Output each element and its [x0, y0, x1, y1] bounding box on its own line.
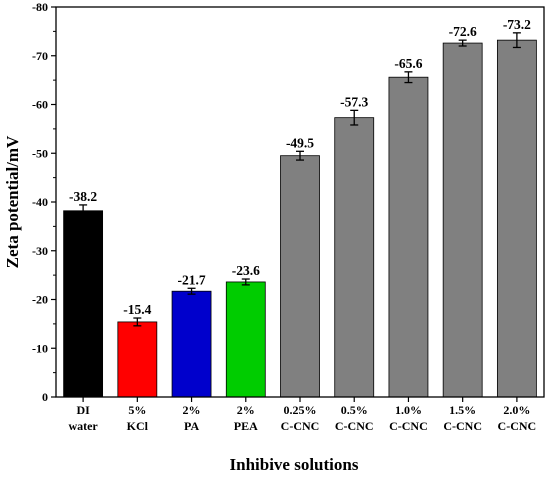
x-tick-label: 2%: [183, 403, 201, 417]
bar: [334, 117, 375, 398]
bar: [388, 76, 429, 398]
x-tick-label: PA: [184, 419, 199, 433]
value-label: -57.3: [340, 94, 368, 109]
y-axis-title: Zeta potential/mV: [3, 135, 22, 268]
bar: [225, 281, 266, 398]
error-bar: [404, 71, 413, 84]
error-bar: [296, 150, 304, 161]
bar: [496, 39, 537, 398]
y-tick-label: -80: [32, 0, 48, 14]
x-tick-label: C-CNC: [498, 419, 537, 433]
x-tick-label: 1.0%: [395, 403, 422, 417]
value-label: -73.2: [503, 17, 531, 32]
x-tick-label: 5%: [128, 403, 146, 417]
value-label: -72.6: [449, 24, 477, 39]
value-label: -23.6: [232, 263, 260, 278]
y-tick-label: -50: [32, 146, 48, 160]
x-axis: DI water 5% KCl 2% PA 2% PEA 0.25% C-CNC 0.5% C-CNC…: [68, 397, 536, 433]
error-bar: [512, 32, 521, 49]
y-axis: 0 -10 -20 -30 -40 -50 -60 -70 -80: [32, 0, 56, 404]
error-bar: [241, 278, 250, 286]
x-tick-label: 2.0%: [503, 403, 530, 417]
x-tick-label: DI: [76, 403, 90, 417]
bar: [63, 210, 104, 398]
y-tick-label: -20: [32, 293, 48, 307]
error-bar: [350, 109, 359, 126]
error-bar: [133, 317, 142, 327]
value-label: -15.4: [123, 302, 151, 317]
y-tick-label: -10: [32, 341, 48, 355]
y-tick-label: 0: [42, 390, 48, 404]
x-tick-label: 0.5%: [341, 403, 368, 417]
x-tick-label: 0.25%: [284, 403, 317, 417]
bar: [442, 42, 483, 398]
error-bars-group: [79, 32, 521, 327]
x-tick-label: C-CNC: [389, 419, 428, 433]
x-tick-label: water: [68, 419, 98, 433]
y-tick-label: -40: [32, 195, 48, 209]
y-tick-label: -30: [32, 244, 48, 258]
error-bar: [79, 204, 88, 218]
x-tick-label: KCl: [127, 419, 149, 433]
x-tick-label: 2%: [237, 403, 255, 417]
error-bar: [187, 287, 196, 295]
bar: [117, 321, 158, 398]
value-label: -49.5: [286, 135, 314, 150]
bars-group: [63, 39, 537, 398]
x-axis-title: Inhibive solutions: [230, 455, 359, 474]
value-label: -65.6: [394, 56, 422, 71]
x-tick-label: 1.5%: [449, 403, 476, 417]
value-label: -21.7: [177, 272, 205, 287]
y-tick-label: -60: [32, 98, 48, 112]
error-bar: [458, 39, 467, 47]
value-labels-group: -38.2 -15.4 -21.7 -23.6 -49.5 -57.3 -65.6 -72.6…: [69, 17, 531, 317]
value-label: -38.2: [69, 189, 97, 204]
y-tick-label: -70: [32, 49, 48, 63]
bar: [171, 290, 212, 398]
x-tick-label: C-CNC: [335, 419, 374, 433]
x-tick-label: PEA: [234, 419, 258, 433]
x-tick-label: C-CNC: [281, 419, 320, 433]
bar: [280, 155, 320, 398]
x-tick-label: C-CNC: [443, 419, 482, 433]
